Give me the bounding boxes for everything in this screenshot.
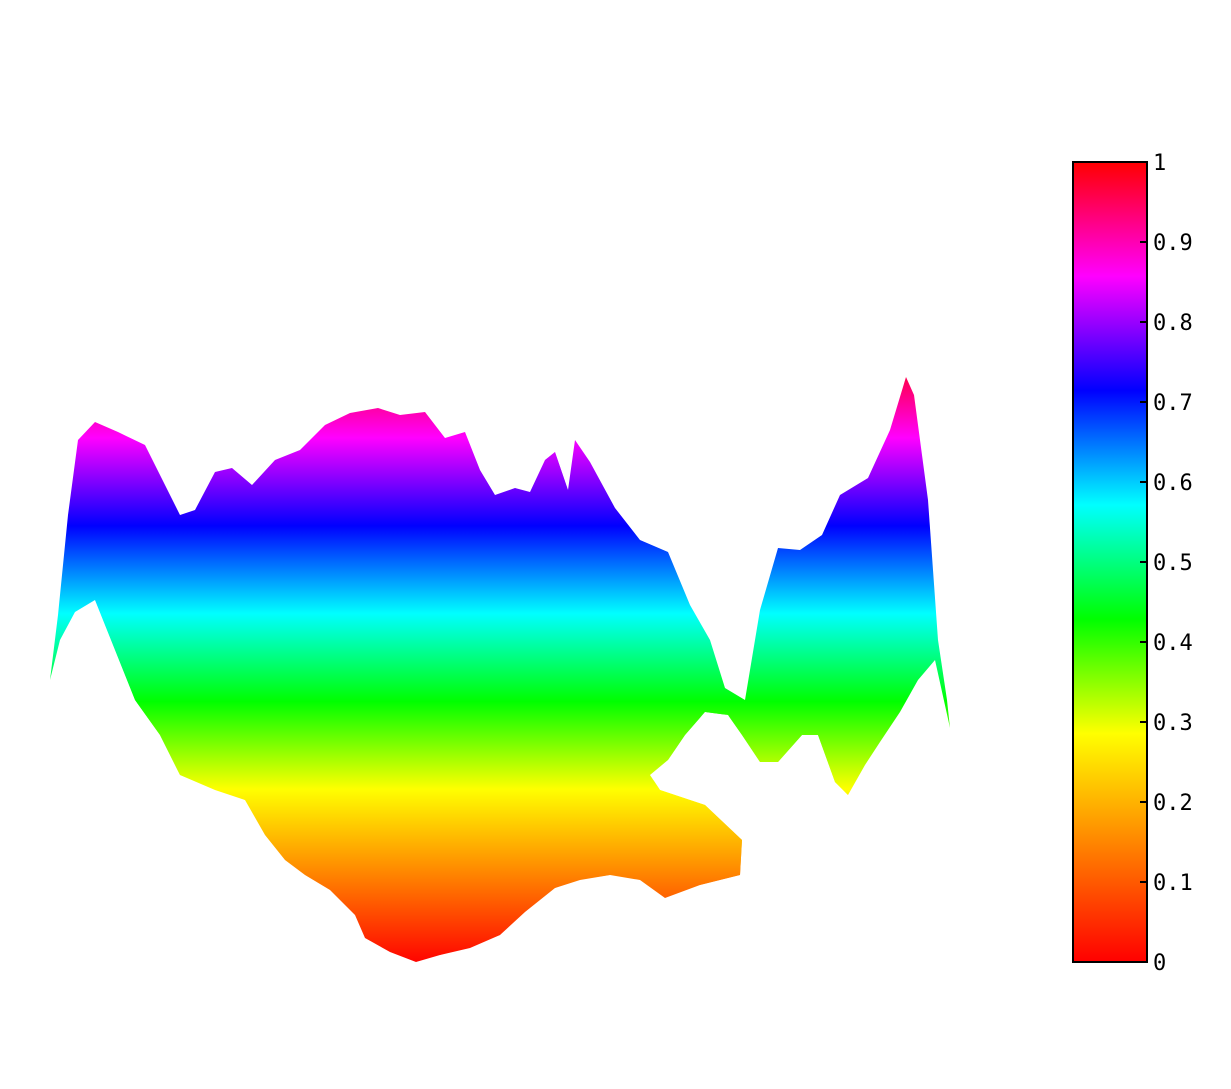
colorbar-tick-label: 0.3 (1153, 711, 1193, 736)
colorbar-tick-label: 0.4 (1153, 631, 1193, 656)
colorbar-tick-label: 0.9 (1153, 231, 1193, 256)
ridge-center-yellow (520, 835, 640, 900)
colorbar-tick-label: 0 (1153, 951, 1166, 976)
colorbar-tick-label: 0.5 (1153, 551, 1193, 576)
colorbar-tick-label: 0.8 (1153, 311, 1193, 336)
colorbar-tick-label: 0.7 (1153, 391, 1193, 416)
colorbar-tick-label: 0.2 (1153, 791, 1193, 816)
colorbar-scale (1072, 161, 1148, 963)
ridge-left-front (58, 540, 345, 830)
colorbar-tick-label: 1 (1153, 151, 1166, 176)
colorbar-tick-label: 0.1 (1153, 871, 1193, 896)
colorbar-tick-label: 0.6 (1153, 471, 1193, 496)
ridge-center-back (530, 452, 620, 780)
ridge-center-spike (335, 678, 500, 955)
colorbar-ticks: 0 0.1 0.2 0.3 0.4 0.5 0.6 0.7 0.8 0.9 1 (1140, 151, 1193, 976)
